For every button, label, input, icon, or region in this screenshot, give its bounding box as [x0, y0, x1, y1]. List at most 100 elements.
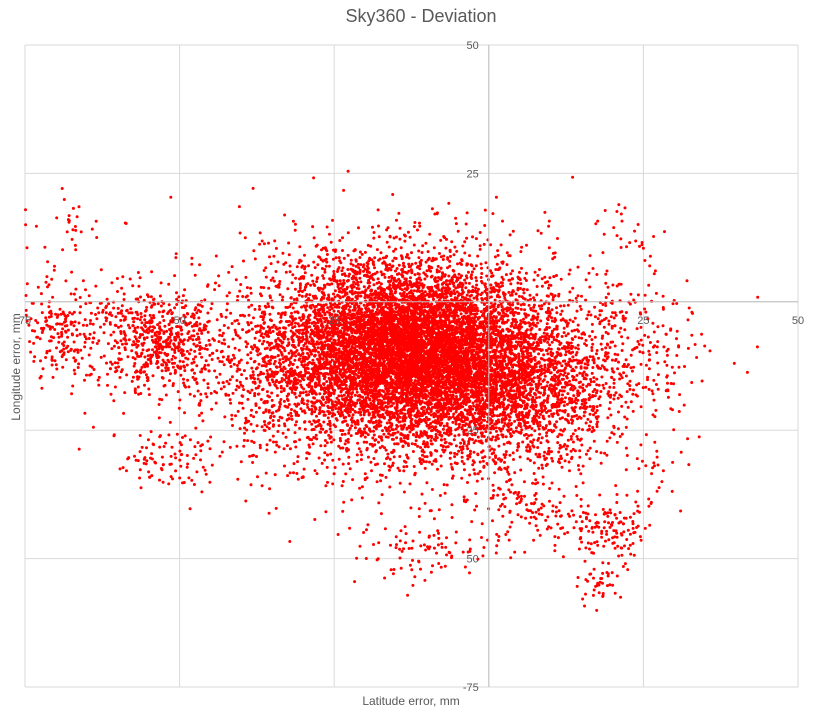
data-point [546, 440, 550, 444]
data-point [439, 255, 443, 259]
data-point [371, 309, 375, 313]
data-point [298, 438, 302, 442]
data-point [318, 392, 322, 396]
data-point [608, 385, 612, 389]
data-point [357, 371, 361, 374]
data-point [388, 292, 392, 296]
data-point [395, 436, 399, 440]
data-point [536, 321, 540, 325]
data-point [329, 430, 333, 434]
data-point [309, 328, 313, 332]
data-point [313, 346, 317, 350]
data-point [310, 273, 314, 277]
data-point [337, 256, 341, 260]
data-point [348, 310, 352, 314]
data-point [516, 288, 520, 292]
data-point [323, 268, 327, 271]
data-point [401, 270, 405, 274]
data-point [245, 377, 248, 380]
data-point [547, 302, 551, 306]
data-point [291, 306, 295, 310]
data-point [519, 250, 523, 254]
data-point [335, 396, 339, 400]
data-point [408, 235, 412, 239]
data-point [500, 281, 504, 285]
data-point [379, 251, 383, 255]
data-point [500, 305, 504, 309]
data-point [409, 276, 412, 280]
data-point [501, 329, 505, 333]
data-point [298, 289, 302, 293]
data-point [233, 356, 236, 360]
data-point [522, 291, 526, 295]
data-point [383, 275, 387, 279]
data-point [355, 390, 359, 394]
data-point [434, 257, 438, 261]
data-point [315, 340, 319, 344]
data-point [540, 284, 544, 288]
data-point [441, 427, 445, 431]
data-point [358, 256, 362, 259]
data-point [454, 216, 458, 220]
data-point [566, 392, 570, 396]
data-point [418, 290, 422, 293]
data-point [394, 383, 397, 386]
data-point [425, 274, 429, 278]
data-point [294, 395, 298, 399]
data-point [156, 302, 160, 306]
data-point [518, 270, 521, 274]
data-points [24, 169, 760, 612]
data-point [479, 310, 483, 314]
data-point [470, 273, 473, 277]
data-point [456, 229, 460, 233]
data-point [567, 272, 571, 276]
data-point [328, 424, 332, 428]
data-point [472, 267, 476, 271]
data-point [474, 237, 478, 241]
data-point [509, 282, 513, 286]
data-point [514, 323, 518, 327]
data-point [363, 435, 367, 439]
data-point [424, 260, 428, 264]
data-point [338, 239, 342, 242]
data-point [390, 274, 394, 278]
data-point [410, 251, 413, 255]
data-point [399, 246, 403, 250]
data-point [381, 256, 385, 260]
data-point [365, 264, 369, 268]
data-point [387, 279, 390, 283]
data-point [402, 261, 405, 265]
data-point [475, 290, 478, 294]
data-point [268, 367, 272, 371]
data-point [552, 275, 556, 278]
data-point [585, 317, 589, 321]
data-point [293, 325, 297, 329]
data-point [465, 236, 469, 240]
data-point [455, 249, 459, 253]
data-point [504, 366, 508, 370]
data-point [360, 252, 364, 256]
data-point [357, 287, 361, 291]
data-point [529, 351, 532, 355]
data-point [258, 352, 262, 356]
data-point [401, 267, 404, 271]
data-point [524, 315, 528, 319]
data-point [416, 228, 419, 232]
data-point [525, 243, 528, 247]
data-point [377, 235, 381, 239]
data-point [352, 249, 356, 253]
data-point [611, 283, 615, 287]
data-point [499, 302, 503, 306]
data-point [450, 240, 454, 244]
data-point [326, 372, 330, 376]
data-point [568, 318, 572, 322]
data-point [333, 275, 336, 279]
data-point [388, 263, 392, 267]
data-point [311, 358, 315, 362]
data-point [323, 270, 327, 274]
data-point [517, 294, 521, 298]
data-point [457, 272, 461, 276]
data-point [398, 455, 402, 458]
data-point [522, 303, 526, 306]
data-point [265, 443, 269, 447]
